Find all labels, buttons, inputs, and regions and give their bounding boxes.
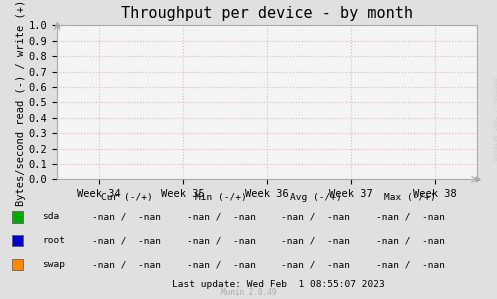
Text: -nan /  -nan: -nan / -nan [281,260,350,269]
Text: swap: swap [42,260,65,269]
Text: -nan /  -nan: -nan / -nan [92,260,161,269]
Text: Cur (-/+): Cur (-/+) [101,193,153,202]
Text: -nan /  -nan: -nan / -nan [187,236,255,245]
Text: Last update: Wed Feb  1 08:55:07 2023: Last update: Wed Feb 1 08:55:07 2023 [172,280,385,289]
Text: -nan /  -nan: -nan / -nan [92,212,161,221]
Text: Munin 2.0.49: Munin 2.0.49 [221,288,276,297]
Text: -nan /  -nan: -nan / -nan [376,260,444,269]
Text: root: root [42,236,65,245]
Text: RRDTOOL / TOBI OETIKER: RRDTOOL / TOBI OETIKER [491,78,496,161]
Text: sda: sda [42,212,60,221]
Text: -nan /  -nan: -nan / -nan [187,212,255,221]
Text: Min (-/+): Min (-/+) [195,193,247,202]
Text: -nan /  -nan: -nan / -nan [376,212,444,221]
Text: -nan /  -nan: -nan / -nan [281,236,350,245]
Text: -nan /  -nan: -nan / -nan [187,260,255,269]
Text: Max (-/+): Max (-/+) [384,193,436,202]
Text: -nan /  -nan: -nan / -nan [281,212,350,221]
Text: Avg (-/+): Avg (-/+) [290,193,341,202]
Text: -nan /  -nan: -nan / -nan [376,236,444,245]
Text: -nan /  -nan: -nan / -nan [92,236,161,245]
Title: Throughput per device - by month: Throughput per device - by month [121,7,413,22]
Y-axis label: Bytes/second read (-) / write (+): Bytes/second read (-) / write (+) [16,0,26,205]
